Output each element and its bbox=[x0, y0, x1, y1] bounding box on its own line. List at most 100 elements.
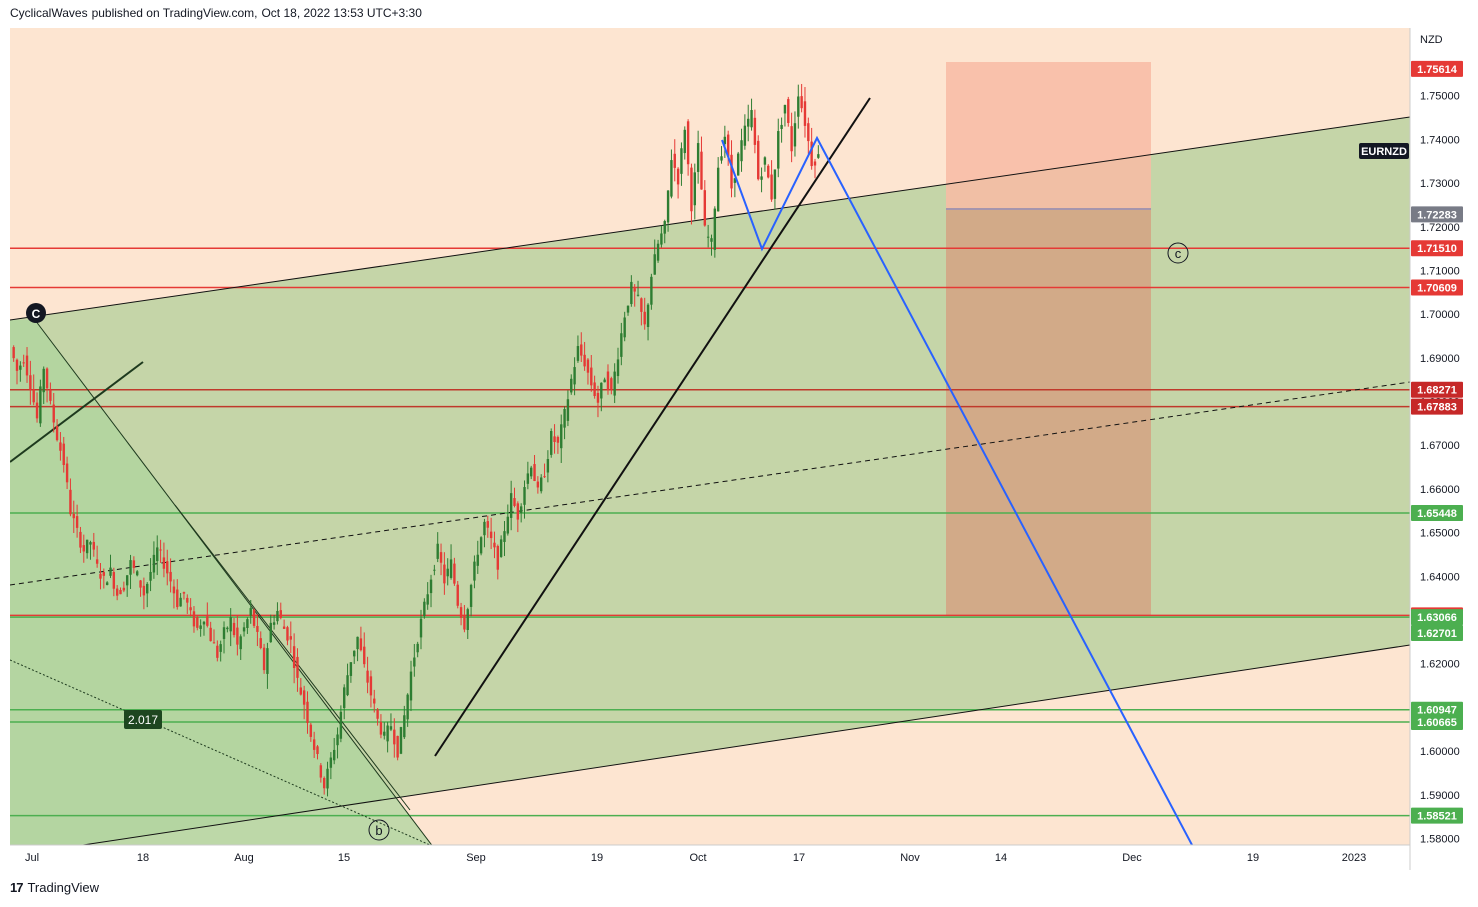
price-tick-label: 1.66000 bbox=[1420, 484, 1460, 496]
fib-fan-dotted-line[interactable] bbox=[10, 659, 431, 845]
fib-fan-line-a[interactable] bbox=[34, 319, 440, 856]
candle-body bbox=[576, 346, 580, 361]
time-tick-label: 2023 bbox=[1342, 852, 1366, 864]
price-tick-label: 1.75000 bbox=[1420, 91, 1460, 103]
short-position-stop-zone[interactable] bbox=[946, 62, 1151, 210]
wave-b-label: b bbox=[375, 823, 382, 838]
candle-body bbox=[25, 355, 29, 376]
candle-body bbox=[199, 625, 202, 629]
candle-body bbox=[376, 709, 379, 719]
channel-upper-line[interactable] bbox=[10, 116, 1410, 321]
candle-body bbox=[626, 305, 630, 313]
candle-body bbox=[125, 575, 129, 586]
price-level-tag: 1.67883 bbox=[1411, 398, 1463, 415]
candle-body bbox=[339, 711, 343, 739]
candle-body bbox=[336, 734, 339, 746]
candle-body bbox=[483, 521, 486, 536]
downtrend-breakout-line[interactable] bbox=[10, 361, 144, 463]
candle-body bbox=[553, 436, 556, 443]
candle-body bbox=[593, 382, 596, 397]
candle-body bbox=[259, 638, 262, 648]
candle-body bbox=[429, 579, 433, 594]
channel-midline[interactable] bbox=[10, 381, 1410, 586]
candle-body bbox=[356, 636, 359, 650]
candle-body bbox=[563, 409, 566, 428]
candle-body bbox=[466, 609, 469, 630]
candle-body bbox=[115, 588, 119, 596]
candle-body bbox=[750, 110, 753, 128]
candle-body bbox=[703, 190, 707, 226]
short-position-target-zone[interactable] bbox=[946, 210, 1151, 616]
candle-body bbox=[332, 749, 336, 761]
candle-body bbox=[286, 627, 289, 641]
candle-body bbox=[349, 662, 353, 676]
svg-text:1.72283: 1.72283 bbox=[1417, 209, 1457, 221]
time-tick-label: Dec bbox=[1122, 852, 1142, 864]
candle-body bbox=[69, 489, 72, 515]
candle-body bbox=[797, 96, 800, 117]
candle-body bbox=[770, 174, 773, 200]
candle-body bbox=[583, 354, 586, 367]
candle-body bbox=[499, 539, 503, 557]
candle-body bbox=[486, 521, 489, 528]
candle-body bbox=[62, 443, 65, 466]
candle-body bbox=[793, 123, 797, 147]
time-tick-label: 19 bbox=[1247, 852, 1259, 864]
candle-body bbox=[416, 643, 419, 653]
candle-body bbox=[653, 254, 656, 275]
candle-body bbox=[693, 172, 696, 206]
author-name[interactable]: CyclicalWaves bbox=[10, 6, 88, 20]
candle-body bbox=[586, 359, 590, 373]
candle-body bbox=[149, 571, 152, 581]
candle-body bbox=[389, 726, 393, 730]
candle-body bbox=[476, 554, 479, 566]
candle-body bbox=[807, 123, 810, 142]
price-tick-label: 1.74000 bbox=[1420, 134, 1460, 146]
wave-c-target-marker[interactable]: c bbox=[1167, 242, 1189, 264]
candle-body bbox=[540, 477, 543, 492]
candle-body bbox=[319, 765, 323, 778]
candle-body bbox=[309, 724, 313, 737]
uptrend-support-line[interactable] bbox=[434, 97, 871, 757]
candle-body bbox=[493, 542, 496, 548]
candle-body bbox=[196, 617, 199, 628]
price-level-tag: 1.58521 bbox=[1411, 807, 1463, 824]
candle-body bbox=[156, 547, 159, 562]
candle-body bbox=[566, 399, 570, 421]
fib-extension-badge[interactable]: 2.017 bbox=[124, 710, 162, 729]
time-tick-label: 17 bbox=[793, 852, 805, 864]
wave-c-top-marker[interactable]: C bbox=[26, 303, 46, 323]
candle-body bbox=[610, 378, 613, 390]
candle-body bbox=[753, 117, 757, 145]
candle-body bbox=[139, 580, 142, 588]
svg-text:1.65448: 1.65448 bbox=[1417, 508, 1457, 520]
fib-fan-line-b[interactable] bbox=[174, 504, 411, 811]
tradingview-footer[interactable]: 17 TradingView bbox=[10, 880, 99, 895]
time-axis[interactable]: Jul 18 Aug 15 Sep 19 Oct 17 Nov 14 Dec 19 2023 bbox=[25, 852, 1366, 864]
candle-body bbox=[523, 487, 526, 505]
candle-body bbox=[700, 151, 703, 190]
candle-body bbox=[403, 715, 406, 738]
price-axis[interactable]: 1.75000 1.74000 1.73000 1.72000 1.71000 1.700… bbox=[1420, 91, 1460, 846]
candle-body bbox=[670, 160, 673, 197]
price-level-tag: 1.65448 bbox=[1411, 505, 1463, 522]
candle-body bbox=[787, 99, 790, 123]
candle-body bbox=[162, 557, 166, 569]
candle-body bbox=[780, 124, 783, 129]
candle-body bbox=[489, 531, 493, 539]
publish-timestamp: Oct 18, 2022 13:53 UTC+3:30 bbox=[261, 6, 422, 20]
candle-body bbox=[580, 344, 583, 356]
wave-b-marker[interactable]: b bbox=[368, 819, 390, 841]
price-tick-label: 1.62000 bbox=[1420, 659, 1460, 671]
candle-body bbox=[636, 294, 640, 296]
candle-body bbox=[696, 143, 700, 172]
projected-wave-path[interactable] bbox=[721, 135, 1200, 860]
candle-body bbox=[640, 298, 643, 312]
candle-body bbox=[439, 552, 443, 563]
time-tick-label: Jul bbox=[25, 852, 39, 864]
channel-lower-line[interactable] bbox=[10, 644, 1410, 856]
currency-label: NZD bbox=[1420, 34, 1443, 46]
candle-body bbox=[242, 627, 246, 632]
price-level-tag: 1.70609 bbox=[1411, 279, 1463, 296]
